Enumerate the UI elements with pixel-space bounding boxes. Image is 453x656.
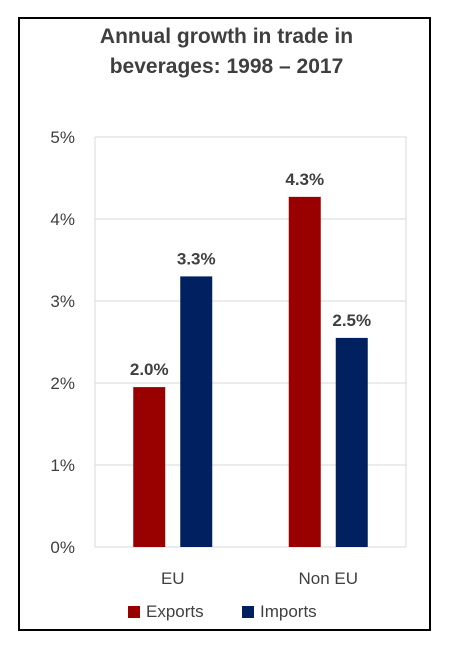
legend-item-imports: Imports: [242, 602, 317, 622]
chart-title: Annual growth in trade in beverages: 199…: [0, 22, 453, 82]
legend: Exports Imports: [0, 602, 453, 626]
bar-imports-eu: [180, 276, 213, 547]
legend-label-imports: Imports: [260, 602, 317, 621]
chart-title-line1: Annual growth in trade in: [99, 25, 354, 48]
y-tick-label: 1%: [50, 456, 75, 475]
data-label: 4.3%: [285, 170, 324, 189]
data-label: 2.5%: [332, 311, 371, 330]
bar-exports-non-eu: [288, 196, 321, 548]
y-tick-label: 4%: [50, 210, 75, 229]
bar-imports-non-eu: [335, 337, 368, 547]
y-tick-label: 3%: [50, 292, 75, 311]
legend-swatch-exports: [128, 606, 140, 618]
data-label: 3.3%: [177, 249, 216, 268]
y-tick-label: 5%: [50, 128, 75, 147]
legend-item-exports: Exports: [128, 602, 204, 622]
legend-swatch-imports: [242, 606, 254, 618]
y-tick-label: 0%: [50, 538, 75, 557]
legend-label-exports: Exports: [146, 602, 204, 621]
y-tick-label: 2%: [50, 374, 75, 393]
bar-exports-eu: [133, 387, 166, 547]
x-category-label: Non EU: [298, 569, 358, 588]
x-category-label: EU: [161, 569, 185, 588]
chart-title-line2: beverages: 1998 – 2017: [109, 55, 344, 78]
data-label: 2.0%: [130, 360, 169, 379]
